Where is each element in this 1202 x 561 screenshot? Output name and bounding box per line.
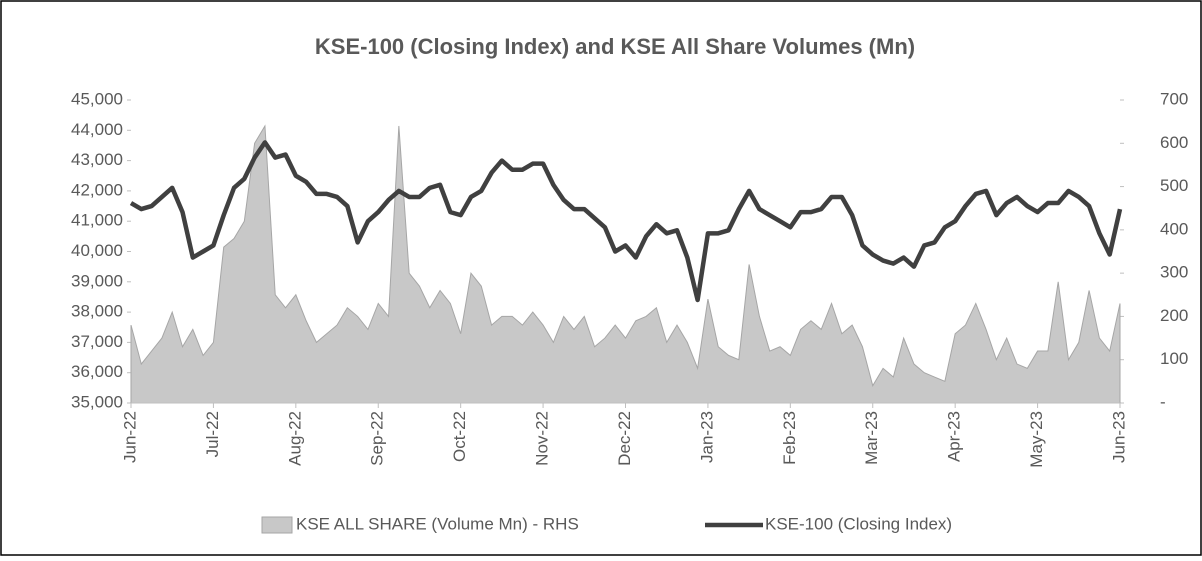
x-tick-label: Nov-22 xyxy=(533,411,552,466)
x-tick-label: Jun-23 xyxy=(1109,411,1128,463)
x-tick-label: Apr-23 xyxy=(945,411,964,462)
volume-area xyxy=(130,124,1121,404)
y-tick-label: 38,000 xyxy=(71,302,123,321)
y2-tick-label: - xyxy=(1160,392,1166,411)
x-tick-label: Jan-23 xyxy=(697,411,716,463)
x-tick-label: Dec-22 xyxy=(615,411,634,466)
legend-label: KSE ALL SHARE (Volume Mn) - RHS xyxy=(296,514,579,533)
y-tick-label: 40,000 xyxy=(71,241,123,260)
x-tick-label: Jun-22 xyxy=(120,411,139,463)
x-tick-label: Sep-22 xyxy=(368,411,387,466)
x-tick-label: Jul-22 xyxy=(203,411,222,457)
y-tick-label: 44,000 xyxy=(71,120,123,139)
y2-tick-label: 600 xyxy=(1160,133,1188,152)
y-tick-label: 39,000 xyxy=(71,271,123,290)
y2-tick-label: 300 xyxy=(1160,263,1188,282)
y2-tick-label: 400 xyxy=(1160,219,1188,238)
legend-label: KSE-100 (Closing Index) xyxy=(765,514,952,533)
y2-tick-label: 500 xyxy=(1160,176,1188,195)
y-tick-label: 42,000 xyxy=(71,180,123,199)
x-tick-label: May-23 xyxy=(1027,411,1046,468)
y-tick-label: 45,000 xyxy=(71,89,123,108)
legend-swatch xyxy=(261,516,293,534)
y2-tick-label: 100 xyxy=(1160,349,1188,368)
y2-tick-label: 200 xyxy=(1160,306,1188,325)
y-tick-label: 36,000 xyxy=(71,362,123,381)
y-tick-label: 41,000 xyxy=(71,211,123,230)
x-tick-label: Feb-23 xyxy=(780,411,799,465)
x-tick-label: Aug-22 xyxy=(285,411,304,466)
y-tick-label: 43,000 xyxy=(71,150,123,169)
y-tick-label: 37,000 xyxy=(71,332,123,351)
y-tick-label: 35,000 xyxy=(71,392,123,411)
y2-tick-label: 700 xyxy=(1160,89,1188,108)
index-line xyxy=(129,140,1123,303)
x-tick-label: Mar-23 xyxy=(862,411,881,465)
x-tick-label: Oct-22 xyxy=(450,411,469,462)
chart-title: KSE-100 (Closing Index) and KSE All Shar… xyxy=(315,34,915,59)
